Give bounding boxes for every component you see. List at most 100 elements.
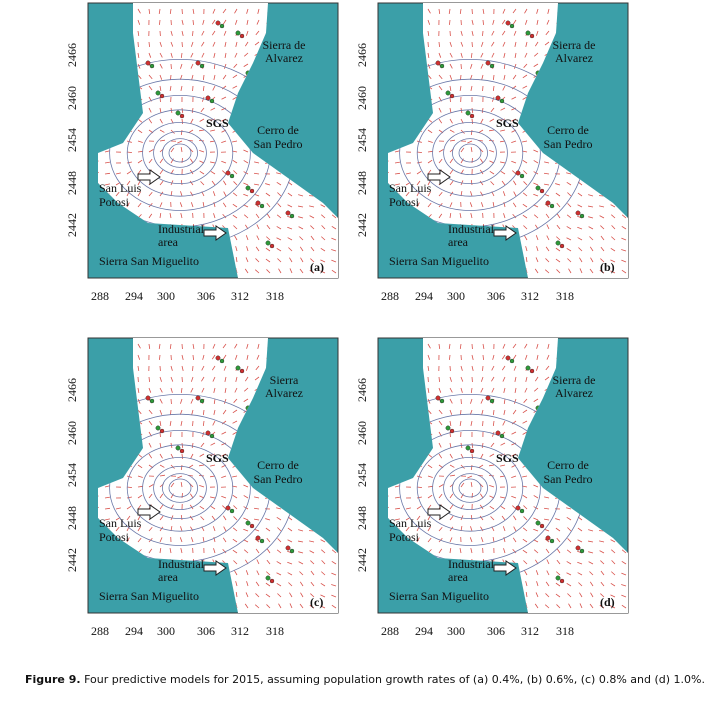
flow-vector — [256, 354, 260, 360]
flow-vector — [255, 365, 260, 371]
flow-vector — [331, 549, 337, 554]
flow-vector — [246, 343, 249, 349]
flow-vector — [310, 593, 315, 598]
flow-vector — [181, 19, 184, 25]
flow-vector — [232, 475, 238, 478]
flow-vector — [320, 204, 326, 208]
x-tick-label: 312 — [231, 624, 249, 638]
flow-vector — [221, 420, 227, 425]
flow-vector — [438, 442, 442, 448]
flow-vector — [512, 74, 517, 80]
flow-vector — [244, 268, 249, 274]
flow-vector — [449, 474, 455, 477]
flow-vector — [148, 376, 150, 383]
flow-vector — [491, 365, 495, 371]
flow-vector — [200, 516, 205, 521]
flow-vector — [479, 180, 484, 186]
flow-vector — [137, 475, 143, 478]
flow-vector — [159, 387, 163, 393]
flow-vector — [427, 140, 433, 143]
flow-vector — [277, 538, 282, 543]
flow-vector — [222, 170, 227, 175]
flow-vector — [331, 269, 337, 274]
well-marker — [465, 110, 471, 116]
flow-vector — [467, 140, 473, 144]
well-marker — [219, 358, 225, 364]
flow-vector — [170, 464, 175, 469]
flow-vector — [170, 191, 173, 197]
flow-vector — [535, 235, 539, 241]
flow-vector — [566, 248, 572, 252]
flow-vector — [579, 603, 583, 609]
flow-vector — [503, 409, 506, 415]
flow-vector — [245, 257, 249, 263]
flow-vector — [511, 96, 517, 100]
flow-vector — [159, 202, 163, 208]
flow-vector — [556, 202, 561, 208]
flow-vector — [159, 376, 162, 382]
flow-vector — [489, 485, 495, 488]
flow-vector — [547, 343, 550, 349]
flow-vector — [213, 548, 216, 554]
flow-vector — [180, 387, 183, 394]
flow-vector — [502, 8, 506, 14]
flow-vector — [567, 593, 572, 598]
well-marker — [545, 200, 551, 206]
flow-vector — [221, 431, 227, 435]
flow-vector — [427, 537, 432, 543]
flow-vector — [159, 63, 163, 69]
flow-vector — [320, 605, 326, 609]
flow-vector — [233, 505, 238, 510]
flow-vector — [213, 63, 216, 70]
flow-vector — [490, 516, 495, 521]
well-marker — [265, 575, 271, 581]
flow-vector — [192, 365, 194, 372]
flow-vector — [438, 343, 441, 350]
flow-vector — [148, 484, 154, 488]
flow-vector — [169, 420, 172, 426]
flow-vector — [170, 493, 174, 499]
flow-vector — [480, 158, 484, 164]
flow-vector — [192, 8, 195, 14]
flow-vector — [222, 74, 227, 80]
flow-vector — [265, 192, 271, 197]
flow-vector — [470, 213, 473, 219]
flow-vector — [159, 354, 161, 361]
flow-vector — [480, 453, 484, 459]
contour-line — [432, 122, 508, 185]
flow-vector — [588, 205, 594, 208]
flow-vector — [502, 343, 506, 349]
flow-vector — [179, 537, 183, 543]
y-tick-label: 2466 — [65, 43, 79, 67]
well-marker — [225, 170, 231, 176]
flow-vector — [233, 516, 238, 521]
flow-vector — [192, 19, 194, 26]
well-marker — [209, 98, 215, 104]
flow-vector — [255, 246, 260, 252]
flow-vector — [489, 505, 495, 510]
flow-vector — [256, 235, 260, 241]
flow-vector — [257, 343, 260, 349]
flow-vector — [321, 571, 326, 576]
flow-vector — [511, 85, 517, 90]
flow-vector — [503, 548, 506, 554]
flow-vector — [180, 548, 183, 554]
flow-vector — [210, 505, 216, 510]
flow-vector — [170, 482, 175, 488]
well-marker — [439, 398, 445, 404]
flow-vector — [556, 224, 561, 230]
valley-area — [98, 338, 338, 613]
flow-vector — [555, 192, 561, 197]
flow-vector — [245, 592, 249, 598]
flow-vector — [480, 493, 484, 499]
flow-vector — [245, 570, 249, 576]
flow-vector — [525, 246, 528, 252]
flow-vector — [438, 107, 442, 113]
flow-vector — [438, 526, 443, 532]
flow-vector — [244, 603, 249, 609]
y-tick-label: 2454 — [65, 463, 79, 487]
flow-vector — [556, 537, 561, 543]
well-marker — [529, 33, 535, 39]
flow-vector — [416, 140, 422, 143]
